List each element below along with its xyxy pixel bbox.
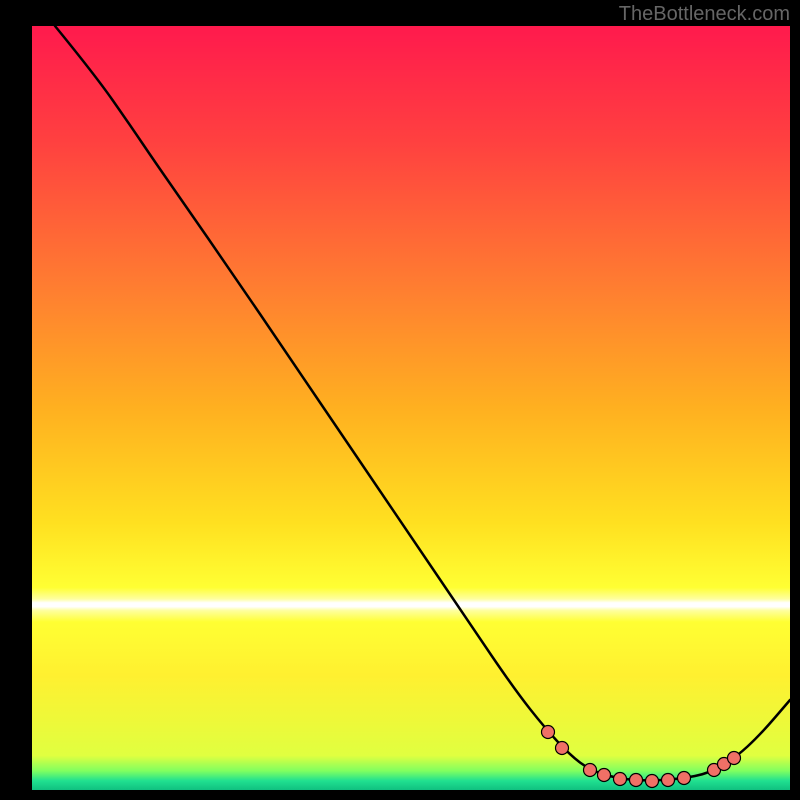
marker-point [646, 775, 659, 788]
marker-point [630, 774, 643, 787]
marker-point [598, 769, 611, 782]
marker-point [678, 772, 691, 785]
marker-point [556, 742, 569, 755]
watermark-text: TheBottleneck.com [619, 3, 790, 25]
marker-point [542, 726, 555, 739]
marker-point [584, 764, 597, 777]
marker-point [614, 773, 627, 786]
plot-background [32, 26, 790, 790]
marker-point [728, 752, 741, 765]
marker-point [662, 774, 675, 787]
bottleneck-chart: TheBottleneck.com [0, 0, 800, 800]
